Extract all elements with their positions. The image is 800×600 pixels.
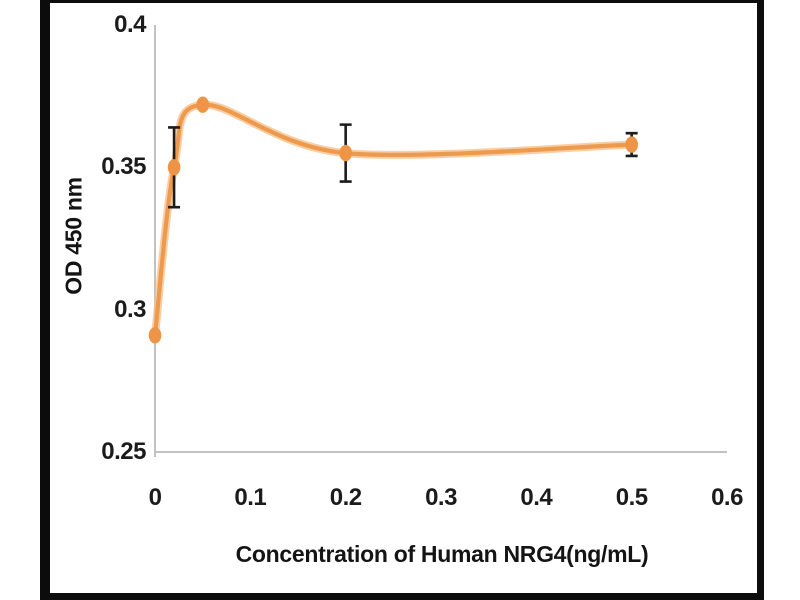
y-tick-label: 0.3 (114, 295, 146, 323)
data-point-marker (148, 327, 162, 344)
x-tick-label: 0.6 (711, 484, 743, 511)
data-point-marker (196, 96, 209, 113)
x-tick-label: 0.4 (520, 484, 553, 511)
x-tick-label: 0.2 (329, 484, 362, 511)
data-point-marker (167, 159, 181, 176)
x-tick-label: 0 (148, 484, 162, 511)
x-tick-label: 0.1 (234, 484, 267, 511)
data-point-marker (625, 136, 638, 153)
x-tick-label: 0.3 (425, 484, 457, 511)
y-tick-label: 0.4 (114, 11, 146, 38)
x-axis-title: Concentration of Human NRG4(ng/mL) (235, 541, 649, 567)
series-line (152, 102, 634, 338)
series-line-halo (151, 100, 636, 340)
axis-lines (154, 25, 727, 457)
x-tick-label: 0.5 (615, 484, 648, 511)
data-point-marker (339, 144, 353, 162)
y-tick-label: 0.25 (101, 438, 146, 465)
y-axis-title: OD 450 nm (60, 177, 87, 295)
y-tick-label: 0.35 (101, 153, 146, 181)
